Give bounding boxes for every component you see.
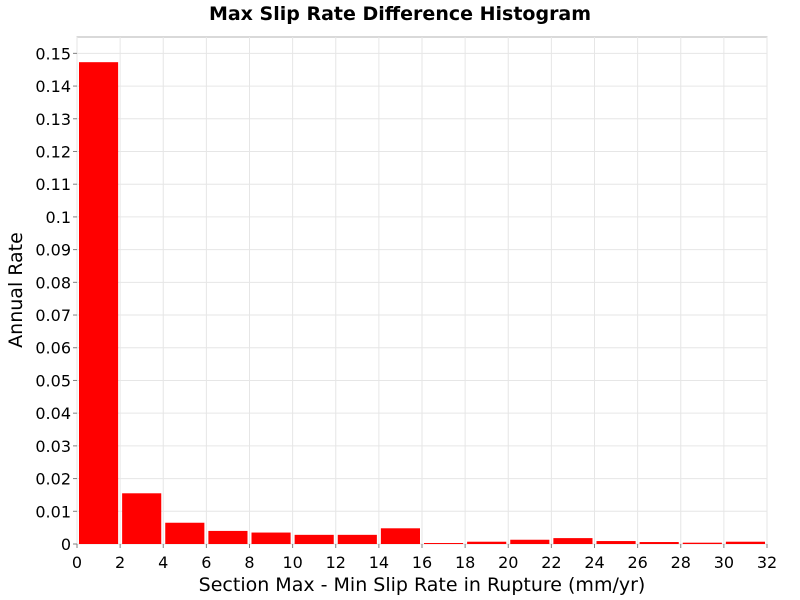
histogram-bar [294, 534, 334, 544]
x-tick-label: 32 [757, 553, 777, 572]
y-axis-label: Annual Rate [5, 232, 27, 348]
histogram-bar [122, 493, 162, 544]
y-tick-label: 0.05 [35, 371, 71, 390]
histogram-bar [682, 542, 722, 544]
histogram-bar [380, 528, 420, 544]
histogram-bar [596, 541, 636, 544]
grid-lines [76, 37, 768, 545]
histogram-bar [510, 539, 550, 544]
x-tick-label: 0 [72, 553, 82, 572]
y-tick-label: 0.15 [35, 44, 71, 63]
x-tick-label: 8 [244, 553, 254, 572]
histogram-bar [725, 541, 765, 544]
y-tick-label: 0.04 [35, 404, 71, 423]
histogram-bar [424, 543, 464, 544]
x-tick-label: 12 [326, 553, 346, 572]
y-tick-label: 0.07 [35, 306, 71, 325]
y-tick-label: 0.14 [35, 77, 71, 96]
x-tick-label: 24 [584, 553, 604, 572]
x-tick-label: 6 [201, 553, 211, 572]
histogram-bar [208, 530, 248, 544]
x-axis-tick-labels: 0 2 4 6 8 10 12 14 16 18 20 22 24 26 28 30 32 [72, 553, 777, 572]
histogram-bar [165, 522, 205, 544]
x-tick-label: 14 [369, 553, 389, 572]
y-axis-tick-labels: 0 0.01 0.02 0.03 0.04 0.05 0.06 0.07 0.08 0.09 0.1… [35, 44, 71, 554]
y-tick-label: 0.09 [35, 241, 71, 260]
histogram-bar [467, 541, 507, 544]
axis-ticks [73, 52, 768, 548]
y-tick-label: 0.12 [35, 142, 71, 161]
x-tick-label: 10 [282, 553, 302, 572]
chart-title: Max Slip Rate Difference Histogram [209, 3, 591, 25]
x-tick-label: 4 [158, 553, 168, 572]
y-tick-label: 0.03 [35, 437, 71, 456]
y-tick-label: 0 [61, 535, 71, 554]
y-tick-label: 0.1 [46, 208, 71, 227]
x-tick-label: 30 [714, 553, 734, 572]
y-tick-label: 0.13 [35, 110, 71, 129]
histogram-bar [639, 542, 679, 544]
y-tick-label: 0.11 [35, 175, 71, 194]
x-tick-label: 20 [498, 553, 518, 572]
x-axis-label: Section Max - Min Slip Rate in Rupture (… [199, 574, 646, 596]
x-tick-label: 16 [412, 553, 432, 572]
y-tick-label: 0.06 [35, 339, 71, 358]
x-tick-label: 22 [541, 553, 561, 572]
histogram-bar [337, 534, 377, 544]
y-tick-label: 0.08 [35, 273, 71, 292]
x-tick-label: 26 [627, 553, 647, 572]
y-tick-label: 0.01 [35, 502, 71, 521]
x-tick-label: 28 [671, 553, 691, 572]
x-tick-label: 18 [455, 553, 475, 572]
x-tick-label: 2 [115, 553, 125, 572]
y-tick-label: 0.02 [35, 470, 71, 489]
histogram-bars [79, 62, 765, 544]
histogram-bar [79, 62, 119, 544]
histogram-bar [553, 538, 593, 544]
histogram-bar [251, 532, 291, 544]
